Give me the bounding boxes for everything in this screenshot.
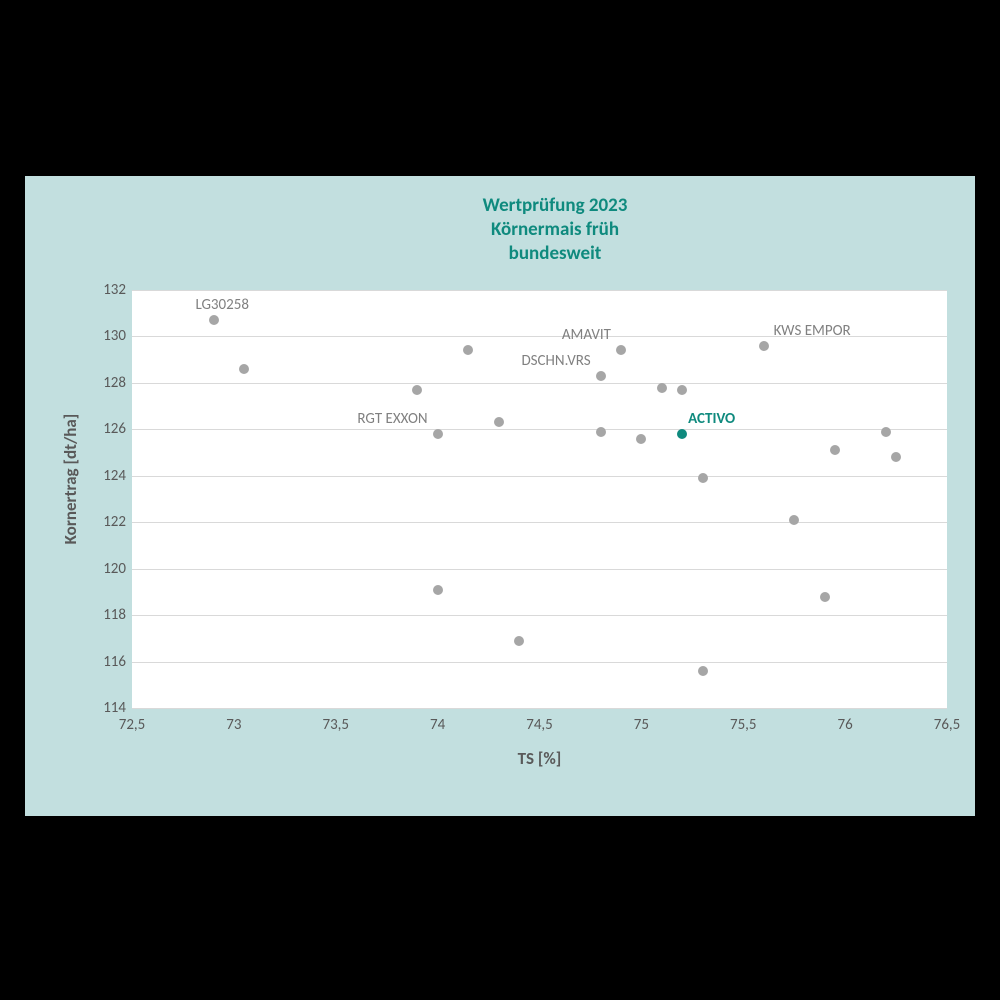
x-tick-label: 72,5 bbox=[119, 716, 146, 734]
y-tick-label: 128 bbox=[86, 374, 126, 392]
gridline bbox=[132, 383, 947, 384]
data-point bbox=[820, 592, 830, 602]
y-tick-label: 118 bbox=[86, 606, 126, 624]
y-tick-label: 130 bbox=[86, 327, 126, 345]
x-tick-label: 74,5 bbox=[526, 716, 553, 734]
gridline bbox=[132, 615, 947, 616]
data-point bbox=[789, 515, 799, 525]
data-point bbox=[514, 636, 524, 646]
data-point-label: DSCHN.VRS bbox=[521, 352, 590, 370]
x-tick-label: 76,5 bbox=[934, 716, 961, 734]
data-point bbox=[433, 429, 443, 439]
data-point bbox=[463, 345, 473, 355]
x-axis-label: TS [%] bbox=[132, 748, 947, 769]
y-tick-label: 120 bbox=[86, 560, 126, 578]
data-point-label: ACTIVO bbox=[688, 410, 735, 428]
data-point bbox=[698, 473, 708, 483]
x-tick-label: 75 bbox=[634, 716, 649, 734]
data-point bbox=[636, 434, 646, 444]
x-tick-label: 73,5 bbox=[322, 716, 349, 734]
data-point bbox=[759, 341, 769, 351]
x-tick-label: 76 bbox=[838, 716, 853, 734]
y-tick-label: 124 bbox=[86, 467, 126, 485]
gridline bbox=[132, 290, 947, 291]
data-point bbox=[494, 417, 504, 427]
data-point-label: LG30258 bbox=[196, 296, 249, 314]
data-point bbox=[698, 666, 708, 676]
data-point bbox=[239, 364, 249, 374]
data-point bbox=[830, 445, 840, 455]
data-point bbox=[881, 427, 891, 437]
y-axis-label: Kornertrag [dt/ha] bbox=[60, 379, 81, 579]
chart-title: Wertprüfung 2023 Körnermais früh bundesw… bbox=[355, 194, 755, 265]
data-point bbox=[209, 315, 219, 325]
x-tick-label: 75,5 bbox=[730, 716, 757, 734]
data-point bbox=[596, 427, 606, 437]
data-point bbox=[657, 383, 667, 393]
data-point bbox=[677, 429, 687, 439]
data-point-label: RGT EXXON bbox=[357, 410, 427, 428]
gridline bbox=[132, 429, 947, 430]
data-point bbox=[616, 345, 626, 355]
data-point bbox=[596, 371, 606, 381]
x-tick-label: 73 bbox=[226, 716, 241, 734]
data-point bbox=[433, 585, 443, 595]
y-tick-label: 116 bbox=[86, 653, 126, 671]
y-tick-label: 122 bbox=[86, 513, 126, 531]
data-point-label: AMAVIT bbox=[562, 326, 611, 344]
gridline bbox=[132, 522, 947, 523]
data-point bbox=[891, 452, 901, 462]
gridline bbox=[132, 708, 947, 709]
data-point bbox=[412, 385, 422, 395]
data-point bbox=[677, 385, 687, 395]
gridline bbox=[132, 476, 947, 477]
y-tick-label: 126 bbox=[86, 420, 126, 438]
data-point-label: KWS EMPOR bbox=[774, 322, 851, 340]
gridline bbox=[132, 569, 947, 570]
x-tick-label: 74 bbox=[430, 716, 445, 734]
gridline bbox=[132, 662, 947, 663]
y-tick-label: 132 bbox=[86, 281, 126, 299]
y-tick-label: 114 bbox=[86, 699, 126, 717]
